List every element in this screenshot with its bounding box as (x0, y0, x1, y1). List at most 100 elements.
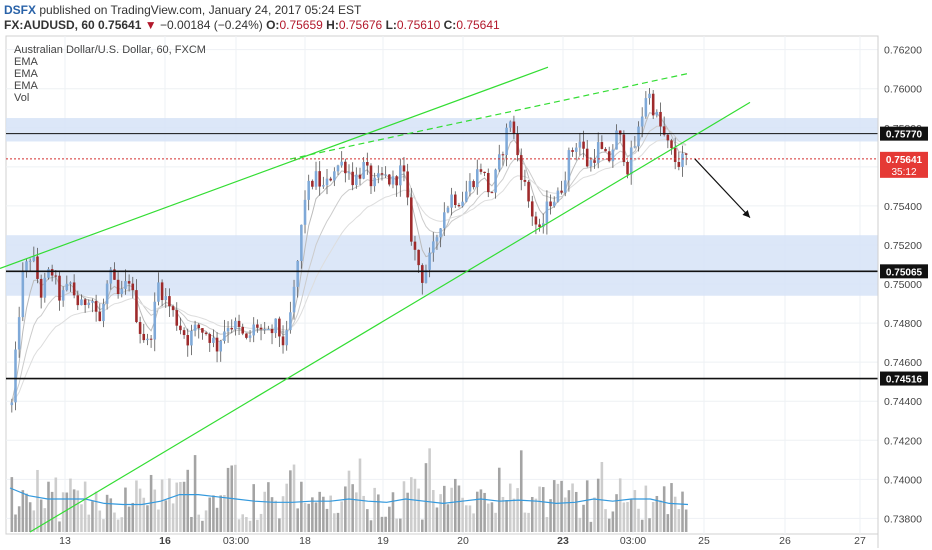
candle-up (450, 194, 453, 208)
candle-up (267, 329, 270, 331)
y-tick-label: 0.76200 (884, 45, 922, 57)
volume-bar (179, 481, 182, 532)
candle-down (39, 278, 43, 298)
level-label-bg (880, 371, 928, 386)
legend-ema-1[interactable]: EMA (14, 56, 38, 68)
close-value: 0.75641 (456, 18, 500, 32)
volume-bar (468, 505, 472, 532)
candle-down (318, 171, 321, 187)
volume-bar (508, 483, 512, 532)
volume-bar (223, 495, 226, 532)
x-tick-label: 16 (159, 535, 171, 547)
volume-bar (666, 514, 670, 532)
ema-line (11, 125, 687, 403)
legend-ema-2[interactable]: EMA (14, 68, 38, 80)
candle-down (208, 334, 212, 343)
y-tick-label: 0.76000 (884, 84, 922, 96)
publisher-name[interactable]: DSFX (4, 3, 37, 17)
candle-up (47, 269, 50, 278)
candle-up (464, 191, 468, 202)
volume-bar (560, 480, 563, 532)
candle-up (443, 212, 446, 229)
candle-up (303, 199, 307, 225)
volume-bar (552, 480, 556, 532)
candle-up (468, 181, 472, 192)
candle-up (21, 270, 25, 318)
candle-up (640, 116, 644, 127)
candle-up (69, 282, 72, 284)
volume-bar (556, 483, 560, 532)
candle-up (446, 207, 450, 213)
y-tick-label: 0.75200 (884, 240, 922, 252)
candle-up (146, 338, 149, 341)
volume-bar (648, 518, 651, 532)
candlestick-chart[interactable]: 0.762000.760000.758000.756000.754000.752… (0, 34, 932, 550)
volume-bar (248, 520, 252, 532)
volume-bar (461, 497, 464, 532)
sr-zone (6, 118, 878, 142)
price-change: −0.00184 (−0.24%) (160, 18, 263, 32)
volume-bar (406, 492, 409, 532)
volume-bar (58, 521, 61, 532)
candle-up (25, 261, 28, 271)
x-tick-label: 23 (557, 535, 569, 547)
candle-up (611, 149, 615, 162)
candle-down (523, 179, 527, 182)
volume-bar (681, 491, 684, 532)
candle-down (530, 201, 534, 217)
volume-bar (439, 494, 442, 532)
candle-up (333, 171, 336, 181)
candle-up (432, 241, 435, 253)
volume-bar (98, 510, 102, 532)
candle-down (182, 330, 186, 336)
volume-bar (534, 498, 538, 532)
candle-down (149, 338, 153, 340)
low-value: 0.75610 (396, 18, 441, 32)
volume-bar (640, 519, 644, 532)
chart-header: DSFX published on TradingView.com, Janua… (0, 0, 932, 34)
volume-bar (50, 491, 54, 532)
candle-down (50, 269, 54, 276)
candle-up (637, 126, 640, 147)
volume-bar (94, 491, 98, 532)
candle-up (274, 318, 277, 334)
candle-up (439, 228, 442, 238)
candle-up (497, 154, 501, 170)
candle-down (204, 332, 208, 335)
volume-bar (519, 450, 523, 532)
candle-up (124, 281, 127, 289)
candle-down (670, 140, 673, 149)
candle-down (179, 325, 182, 331)
volume-bar (538, 486, 541, 532)
volume-bar (175, 482, 179, 532)
candle-down (406, 171, 409, 198)
zones (6, 118, 878, 296)
legend-volume[interactable]: Vol (14, 92, 30, 104)
x-tick-label: 03:00 (223, 535, 249, 547)
volume-bar (607, 518, 611, 532)
volume-bar (578, 517, 582, 532)
candle-up (300, 224, 303, 262)
candle-up (17, 317, 21, 350)
candle-down (201, 328, 204, 333)
volume-bar (391, 492, 395, 532)
candle-up (336, 165, 340, 172)
candle-up (164, 296, 168, 301)
candle-up (355, 174, 358, 186)
published-text: published on TradingView.com, January 24… (39, 3, 362, 17)
volume-bar (39, 499, 43, 532)
candle-down (270, 329, 274, 334)
volume-bar (307, 503, 310, 532)
volume-bar (329, 495, 332, 532)
candle-down (519, 155, 523, 180)
volume-bar (278, 518, 281, 532)
legend-ema-3[interactable]: EMA (14, 80, 38, 92)
candle-down (395, 176, 398, 186)
volume-bar (421, 519, 424, 532)
volume-bar (424, 463, 428, 532)
candle-up (578, 141, 582, 148)
candle-down (366, 162, 369, 166)
volume-bar (270, 497, 274, 532)
candle-up (109, 269, 113, 284)
volume-bar (237, 519, 241, 532)
